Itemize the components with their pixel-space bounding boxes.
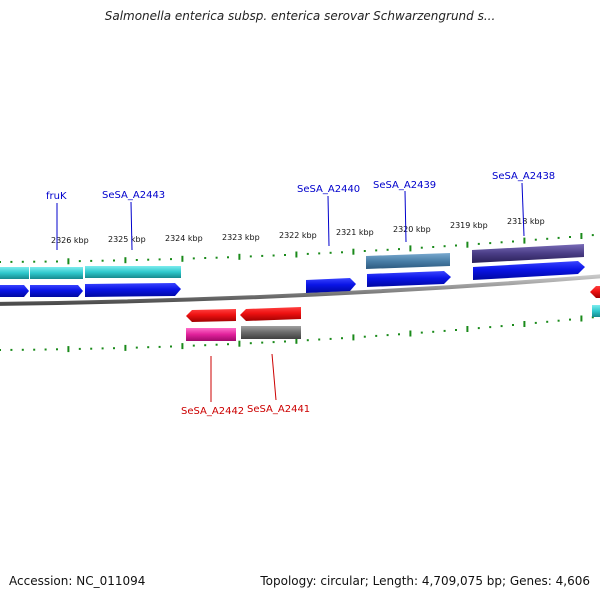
leader-line: [130, 201, 133, 251]
tick-label: 2321 kbp: [336, 228, 374, 237]
cds-arrow-reverse[interactable]: [240, 307, 301, 321]
leader-line: [521, 182, 525, 237]
reverse-feature-track: [186, 305, 600, 341]
cds-arrow-forward[interactable]: [306, 278, 356, 293]
reverse-cds-track: [186, 286, 600, 322]
gene-label-sesa-a2438[interactable]: SeSA_A2438: [492, 171, 555, 182]
cds-arrow-forward[interactable]: [30, 285, 83, 297]
feature-bar[interactable]: [85, 266, 181, 278]
feature-bar[interactable]: [592, 305, 600, 317]
feature-bar[interactable]: [366, 253, 450, 269]
genome-backbone: [0, 274, 600, 306]
gene-label-sesa-a2441[interactable]: SeSA_A2441: [247, 404, 310, 415]
feature-bar[interactable]: [472, 244, 584, 263]
map-title: Salmonella enterica subsp. enterica sero…: [104, 9, 496, 23]
forward-cds-track: [0, 261, 585, 297]
gene-label-sesa-a2443[interactable]: SeSA_A2443: [102, 190, 165, 201]
tick-label: 2318 kbp: [507, 217, 545, 226]
leader-line: [271, 353, 277, 401]
scale-ticks-reverse: [0, 315, 594, 353]
label-leaders: [56, 182, 525, 402]
gene-label-fruk[interactable]: fruK: [46, 191, 67, 202]
gene-label-sesa-a2439[interactable]: SeSA_A2439: [373, 180, 436, 191]
cds-arrow-forward[interactable]: [473, 261, 585, 280]
cds-arrow-forward[interactable]: [367, 271, 451, 287]
forward-feature-track: [0, 244, 584, 279]
gene-label-sesa-a2440[interactable]: SeSA_A2440: [297, 184, 360, 195]
gene-labels: fruK SeSA_A2443 SeSA_A2440 SeSA_A2439 Se…: [46, 171, 555, 417]
feature-bar[interactable]: [241, 326, 301, 339]
gene-label-sesa-a2442[interactable]: SeSA_A2442: [181, 406, 244, 417]
genome-summary: Topology: circular; Length: 4,709,075 bp…: [260, 574, 590, 588]
accession-label: Accession: NC_011094: [9, 574, 146, 588]
scale-labels: 2326 kbp 2325 kbp 2324 kbp 2323 kbp 2322…: [51, 217, 545, 245]
tick-label: 2324 kbp: [165, 234, 203, 243]
tick-label: 2319 kbp: [450, 221, 488, 230]
leader-line: [327, 195, 330, 247]
leader-line: [404, 190, 407, 243]
cds-arrow-reverse[interactable]: [186, 309, 236, 322]
cds-arrow-reverse[interactable]: [590, 286, 600, 298]
cds-arrow-forward[interactable]: [85, 283, 181, 297]
cds-arrow-forward[interactable]: [0, 285, 29, 297]
tick-label: 2323 kbp: [222, 233, 260, 242]
scale-ticks-forward: [0, 233, 594, 265]
tick-label: 2326 kbp: [51, 236, 89, 245]
feature-bar[interactable]: [186, 328, 236, 341]
tick-label: 2322 kbp: [279, 231, 317, 240]
feature-bar[interactable]: [0, 267, 29, 279]
tick-label: 2325 kbp: [108, 235, 146, 244]
tick-label: 2320 kbp: [393, 225, 431, 234]
feature-bar[interactable]: [30, 267, 83, 279]
